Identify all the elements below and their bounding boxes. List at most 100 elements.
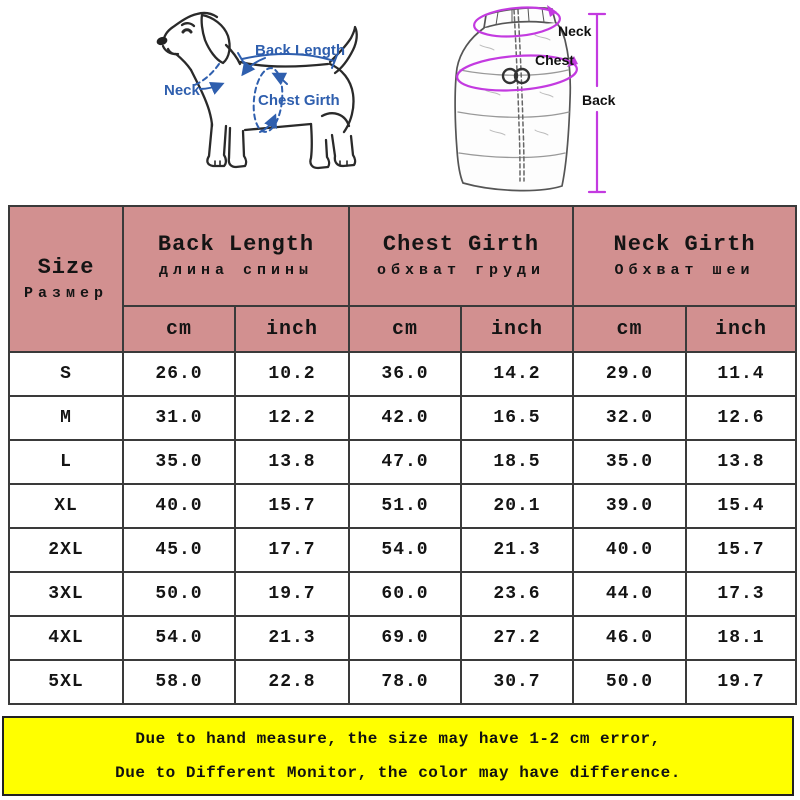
header-chest-girth: Chest Girth обхват груди <box>348 205 575 307</box>
header-back-length-subtitle: длина спины <box>158 261 314 279</box>
dog-chest-girth-label: Chest Girth <box>258 92 340 109</box>
table-header-row: Size Размер Back Length длина спины Ches… <box>8 205 798 353</box>
cell-chest-inch: 20.1 <box>460 483 575 529</box>
cell-chest-cm: 36.0 <box>348 351 463 397</box>
back-length-line <box>241 53 335 62</box>
table-row: XL 40.0 15.7 51.0 20.1 39.0 15.4 <box>8 483 798 529</box>
header-neck-girth: Neck Girth Обхват шеи <box>572 205 798 307</box>
cell-back-cm: 40.0 <box>122 483 236 529</box>
vest-neck-ellipse <box>473 6 561 38</box>
neck-dashed-line <box>191 63 220 87</box>
cell-size: 3XL <box>8 571 124 617</box>
dog-neck-label: Neck <box>164 82 201 99</box>
disclaimer-line-2: Due to Different Monitor, the color may … <box>115 764 681 782</box>
vest-back-label: Back <box>582 92 616 108</box>
unit-inch: inch <box>685 305 798 353</box>
dog-measurement-diagram: Back Length Neck Chest Girth <box>156 11 358 170</box>
d-ring <box>513 67 531 85</box>
cell-chest-cm: 42.0 <box>348 395 463 441</box>
cell-chest-inch: 18.5 <box>460 439 575 485</box>
disclaimer-line-1: Due to hand measure, the size may have 1… <box>135 730 661 748</box>
cell-neck-inch: 13.8 <box>685 439 798 485</box>
cell-back-cm: 54.0 <box>122 615 236 661</box>
cell-chest-inch: 23.6 <box>460 571 575 617</box>
table-row: S 26.0 10.2 36.0 14.2 29.0 11.4 <box>8 351 798 397</box>
cell-size: XL <box>8 483 124 529</box>
unit-cm: cm <box>348 305 463 353</box>
d-ring <box>501 67 519 85</box>
unit-cm: cm <box>572 305 688 353</box>
unit-cm: cm <box>122 305 236 353</box>
vest-neck-label: Neck <box>558 23 592 39</box>
vest-measurement-lines <box>456 5 607 194</box>
cell-neck-inch: 15.4 <box>685 483 798 529</box>
unit-inch: inch <box>233 305 351 353</box>
cell-chest-cm: 69.0 <box>348 615 463 661</box>
vest-chest-ellipse <box>456 54 578 92</box>
header-size: Size Размер <box>8 205 124 353</box>
header-chest-girth-subtitle: обхват груди <box>377 261 546 279</box>
cell-neck-cm: 46.0 <box>572 615 688 661</box>
cell-chest-inch: 27.2 <box>460 615 575 661</box>
cell-chest-cm: 47.0 <box>348 439 463 485</box>
back-length-arrow <box>241 57 266 77</box>
size-chart-table: Size Размер Back Length длина спины Ches… <box>8 205 798 705</box>
dog-outline-sketch <box>156 11 358 170</box>
cell-chest-cm: 78.0 <box>348 659 463 705</box>
cell-neck-cm: 32.0 <box>572 395 688 441</box>
table-row: 3XL 50.0 19.7 60.0 23.6 44.0 17.3 <box>8 571 798 617</box>
vest-outline-sketch <box>454 7 572 192</box>
cell-neck-inch: 18.1 <box>685 615 798 661</box>
cell-back-inch: 10.2 <box>233 351 351 397</box>
table-row: L 35.0 13.8 47.0 18.5 35.0 13.8 <box>8 439 798 485</box>
cell-back-inch: 12.2 <box>233 395 351 441</box>
header-neck-girth-title: Neck Girth <box>613 231 756 257</box>
cell-back-inch: 22.8 <box>233 659 351 705</box>
cell-back-inch: 17.7 <box>233 527 351 573</box>
cell-back-inch: 15.7 <box>233 483 351 529</box>
dog-back-length-label: Back Length <box>255 42 345 59</box>
cell-back-cm: 26.0 <box>122 351 236 397</box>
cell-back-cm: 58.0 <box>122 659 236 705</box>
cell-size: 4XL <box>8 615 124 661</box>
cell-back-inch: 19.7 <box>233 571 351 617</box>
table-row: 2XL 45.0 17.7 54.0 21.3 40.0 15.7 <box>8 527 798 573</box>
cell-back-inch: 21.3 <box>233 615 351 661</box>
cell-neck-inch: 19.7 <box>685 659 798 705</box>
cell-back-inch: 13.8 <box>233 439 351 485</box>
cell-neck-inch: 11.4 <box>685 351 798 397</box>
chest-bottom-arrow <box>259 113 278 133</box>
vest-chest-label: Chest <box>535 52 574 68</box>
table-row: M 31.0 12.2 42.0 16.5 32.0 12.6 <box>8 395 798 441</box>
cell-size: 2XL <box>8 527 124 573</box>
dog-measurement-lines <box>191 52 338 133</box>
cell-neck-inch: 15.7 <box>685 527 798 573</box>
cell-chest-inch: 14.2 <box>460 351 575 397</box>
cell-chest-inch: 21.3 <box>460 527 575 573</box>
table-row: 4XL 54.0 21.3 69.0 27.2 46.0 18.1 <box>8 615 798 661</box>
header-neck-girth-subtitle: Обхват шеи <box>614 261 755 279</box>
table-units-row: cm inch cm inch cm inch <box>9 305 798 353</box>
cell-chest-inch: 30.7 <box>460 659 575 705</box>
header-back-length-title: Back Length <box>157 231 315 257</box>
cell-neck-inch: 12.6 <box>685 395 798 441</box>
neck-arrow <box>199 81 225 95</box>
cell-back-cm: 50.0 <box>122 571 236 617</box>
header-chest-girth-title: Chest Girth <box>382 231 540 257</box>
header-size-subtitle: Размер <box>23 284 108 302</box>
header-back-length: Back Length длина спины <box>121 205 351 307</box>
cell-chest-cm: 51.0 <box>348 483 463 529</box>
cell-neck-cm: 40.0 <box>572 527 688 573</box>
vest-measurement-diagram: Neck Chest Back <box>454 5 616 194</box>
table-row: 5XL 58.0 22.8 78.0 30.7 50.0 19.7 <box>8 659 798 705</box>
cell-neck-cm: 39.0 <box>572 483 688 529</box>
cell-size: M <box>8 395 124 441</box>
cell-neck-cm: 35.0 <box>572 439 688 485</box>
cell-chest-inch: 16.5 <box>460 395 575 441</box>
header-size-title: Size <box>37 254 95 280</box>
cell-back-cm: 35.0 <box>122 439 236 485</box>
cell-neck-cm: 44.0 <box>572 571 688 617</box>
cell-back-cm: 45.0 <box>122 527 236 573</box>
unit-inch: inch <box>460 305 575 353</box>
cell-back-cm: 31.0 <box>122 395 236 441</box>
